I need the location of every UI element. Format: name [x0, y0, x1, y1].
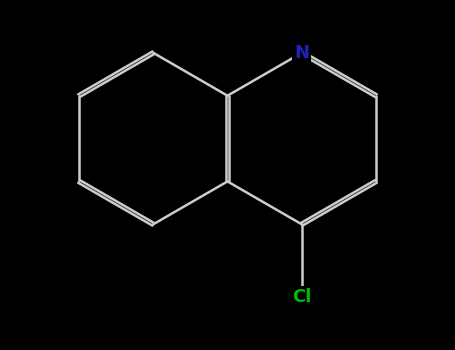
Text: N: N — [294, 44, 309, 62]
Text: Cl: Cl — [292, 288, 311, 306]
